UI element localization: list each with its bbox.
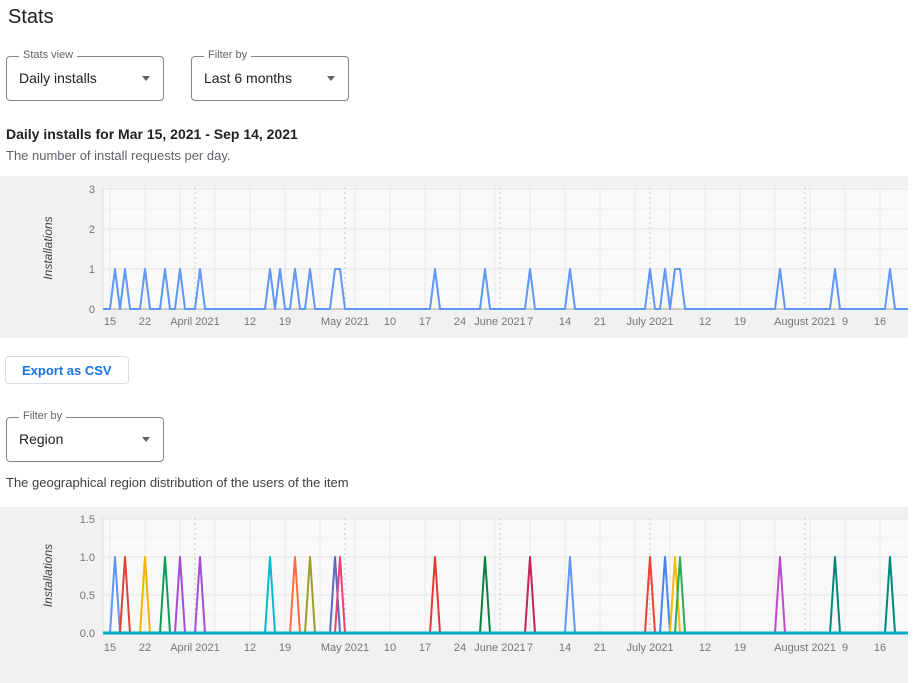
svg-text:22: 22 <box>139 642 151 654</box>
svg-text:June 2021: June 2021 <box>474 316 525 328</box>
svg-text:21: 21 <box>594 316 606 328</box>
page-title: Stats <box>8 6 54 28</box>
svg-text:24: 24 <box>454 316 466 328</box>
svg-text:0: 0 <box>89 304 95 316</box>
svg-text:June 2021: June 2021 <box>474 642 525 654</box>
svg-text:22: 22 <box>139 316 151 328</box>
svg-text:17: 17 <box>419 316 431 328</box>
svg-text:0.5: 0.5 <box>80 590 95 602</box>
svg-text:2: 2 <box>89 224 95 236</box>
svg-text:May 2021: May 2021 <box>321 316 369 328</box>
svg-text:19: 19 <box>279 316 291 328</box>
daily-installs-heading: Daily installs for Mar 15, 2021 - Sep 14… <box>6 126 298 142</box>
daily-installs-chart: 0 1 2 3 15 22 April 2021 12 19 May 2021 10 17 24 June… <box>0 176 908 338</box>
chevron-down-icon <box>142 76 150 81</box>
export-csv-button[interactable]: Export as CSV <box>5 356 129 384</box>
stats-view-select[interactable]: Stats view Daily installs <box>6 49 164 101</box>
region-distribution-chart: 0.0 0.5 1.0 1.5 15 22 April 2021 12 19 May 2021 10… <box>0 507 908 683</box>
svg-text:16: 16 <box>874 316 886 328</box>
svg-text:12: 12 <box>244 642 256 654</box>
svg-text:Installations: Installations <box>41 544 55 607</box>
daily-installs-description: The number of install requests per day. <box>6 148 231 163</box>
svg-text:August 2021: August 2021 <box>774 316 836 328</box>
svg-text:10: 10 <box>384 642 396 654</box>
time-filter-select[interactable]: Filter by Last 6 months <box>191 49 349 101</box>
stats-view-select-value: Daily installs <box>19 70 97 86</box>
svg-text:19: 19 <box>279 642 291 654</box>
chevron-down-icon <box>142 437 150 442</box>
svg-text:7: 7 <box>527 642 533 654</box>
svg-text:April 2021: April 2021 <box>170 316 220 328</box>
svg-text:3: 3 <box>89 184 95 196</box>
svg-text:19: 19 <box>734 642 746 654</box>
svg-text:12: 12 <box>699 316 711 328</box>
svg-text:1: 1 <box>89 264 95 276</box>
region-filter-select-label: Filter by <box>19 410 67 422</box>
time-filter-select-value: Last 6 months <box>204 70 292 86</box>
svg-text:0.0: 0.0 <box>80 628 95 640</box>
svg-text:August 2021: August 2021 <box>774 642 836 654</box>
svg-text:July 2021: July 2021 <box>626 642 673 654</box>
svg-text:21: 21 <box>594 642 606 654</box>
time-filter-select-label: Filter by <box>204 49 252 61</box>
svg-text:9: 9 <box>842 642 848 654</box>
svg-text:16: 16 <box>874 642 886 654</box>
region-filter-select[interactable]: Filter by Region <box>6 410 164 462</box>
svg-text:12: 12 <box>244 316 256 328</box>
svg-text:10: 10 <box>384 316 396 328</box>
svg-text:7: 7 <box>527 316 533 328</box>
chevron-down-icon <box>327 76 335 81</box>
svg-text:15: 15 <box>104 316 116 328</box>
svg-text:July 2021: July 2021 <box>626 316 673 328</box>
svg-text:1.5: 1.5 <box>80 514 95 526</box>
svg-text:April 2021: April 2021 <box>170 642 220 654</box>
svg-text:17: 17 <box>419 642 431 654</box>
svg-text:Installations: Installations <box>41 216 55 279</box>
svg-text:12: 12 <box>699 642 711 654</box>
svg-text:14: 14 <box>559 642 571 654</box>
region-filter-select-value: Region <box>19 431 64 447</box>
region-distribution-description: The geographical region distribution of … <box>6 475 349 490</box>
svg-text:19: 19 <box>734 316 746 328</box>
svg-text:24: 24 <box>454 642 466 654</box>
svg-text:1.0: 1.0 <box>80 552 95 564</box>
installs-line <box>103 268 908 310</box>
svg-text:May 2021: May 2021 <box>321 642 369 654</box>
svg-text:15: 15 <box>104 642 116 654</box>
svg-text:14: 14 <box>559 316 571 328</box>
region-distribution-chart-canvas: 0.0 0.5 1.0 1.5 15 22 April 2021 12 19 May 2021 10… <box>41 514 908 654</box>
stats-view-select-label: Stats view <box>19 49 78 61</box>
svg-text:9: 9 <box>842 316 848 328</box>
